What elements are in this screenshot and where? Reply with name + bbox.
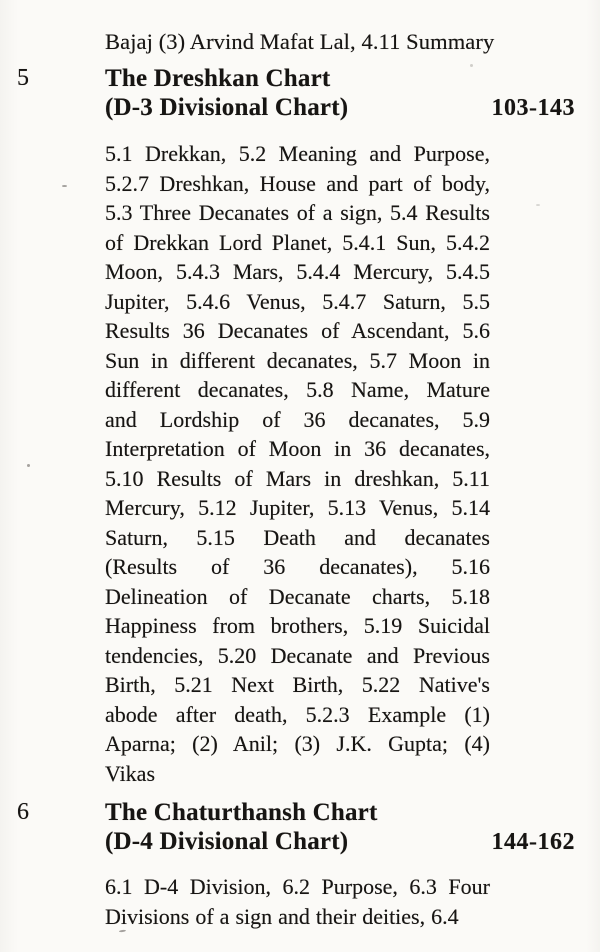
toc-body-line: and Lordship of 36 decanates, 5.9	[105, 406, 490, 432]
chapter-number: 5	[17, 65, 29, 91]
toc-body-line: Birth, 5.21 Next Birth, 5.22 Native's	[105, 672, 490, 697]
page-range: 103-143	[491, 95, 575, 121]
toc-body-line: Divisions of a sign and their deities, 6…	[105, 903, 459, 929]
chapter-title-line1: The Chaturthansh Chart	[105, 799, 378, 826]
toc-body-line: Mercury, 5.12 Jupiter, 5.13 Venus, 5.14	[105, 495, 490, 520]
toc-body-line: Moon, 5.4.3 Mars, 5.4.4 Mercury, 5.4.5	[105, 259, 490, 284]
toc-body-line: 5.10 Results of Mars in dreshkan, 5.11	[105, 465, 490, 491]
scan-speck	[118, 929, 127, 933]
scan-speck	[470, 64, 473, 67]
scan-speck	[62, 185, 67, 187]
toc-body-line: 5.1 Drekkan, 5.2 Meaning and Purpose,	[105, 141, 490, 166]
toc-body-line: Aparna; (2) Anil; (3) J.K. Gupta; (4)	[105, 731, 490, 756]
toc-body-line: Delineation of Decanate charts, 5.18	[105, 583, 490, 609]
toc-body-line: Happiness from brothers, 5.19 Suicidal	[105, 613, 490, 638]
toc-entry-5: 5 The Dreshkan Chart (D-3 Divisional Cha…	[0, 64, 575, 788]
entry-6-body: 6.1 D-4 Division, 6.2 Purpose, 6.3 Four D…	[0, 872, 575, 931]
scan-speck	[536, 204, 540, 206]
toc-body-line: 5.3 Three Decanates of a sign, 5.4 Resul…	[105, 200, 490, 225]
toc-body-line: tendencies, 5.20 Decanate and Previous	[105, 642, 490, 668]
entry-5-body: 5.1 Drekkan, 5.2 Meaning and Purpose, 5.2…	[0, 139, 575, 788]
chapter-number: 6	[17, 799, 29, 825]
toc-body-line: of Drekkan Lord Planet, 5.4.1 Sun, 5.4.2	[105, 229, 490, 255]
entry-5-header: 5 The Dreshkan Chart (D-3 Divisional Cha…	[0, 64, 575, 123]
scan-speck	[27, 464, 30, 467]
chapter-subsections: 5.1 Drekkan, 5.2 Meaning and Purpose, 5.2…	[105, 139, 490, 788]
toc-body-line: different decanates, 5.8 Name, Mature	[105, 377, 490, 402]
chapter-title-line1: The Dreshkan Chart	[105, 65, 331, 92]
chapter-subsections: 6.1 D-4 Division, 6.2 Purpose, 6.3 Four D…	[105, 872, 490, 931]
page-range: 144-162	[491, 829, 575, 855]
toc-body-line: Jupiter, 5.4.6 Venus, 5.4.7 Saturn, 5.5	[105, 288, 490, 314]
toc-body-line: Sun in different decanates, 5.7 Moon in	[105, 347, 490, 373]
toc-body-line: 5.2.7 Dreshkan, House and part of body,	[105, 170, 490, 196]
entry-6-header: 6 The Chaturthansh Chart (D-4 Divisional…	[0, 798, 575, 857]
toc-body-line: abode after death, 5.2.3 Example (1)	[105, 701, 490, 727]
toc-body-line: Saturn, 5.15 Death and decanates	[105, 524, 490, 550]
toc-body-line: (Results of 36 decanates), 5.16	[105, 554, 490, 579]
toc-body-line: Results 36 Decanates of Ascendant, 5.6	[105, 318, 490, 343]
toc-body-line: Interpretation of Moon in 36 decanates,	[105, 436, 490, 461]
continuation-line: Bajaj (3) Arvind Mafat Lal, 4.11 Summary	[105, 29, 495, 54]
chapter-title-line2: (D-3 Divisional Chart)	[105, 94, 349, 121]
chapter-title-line2: (D-4 Divisional Chart)	[105, 828, 349, 855]
toc-body-line: 6.1 D-4 Division, 6.2 Purpose, 6.3 Four	[105, 874, 490, 899]
continuation-row: Bajaj (3) Arvind Mafat Lal, 4.11 Summary	[0, 27, 575, 57]
toc-body-line: Vikas	[105, 760, 156, 786]
toc-entry-6: 6 The Chaturthansh Chart (D-4 Divisional…	[0, 798, 575, 931]
